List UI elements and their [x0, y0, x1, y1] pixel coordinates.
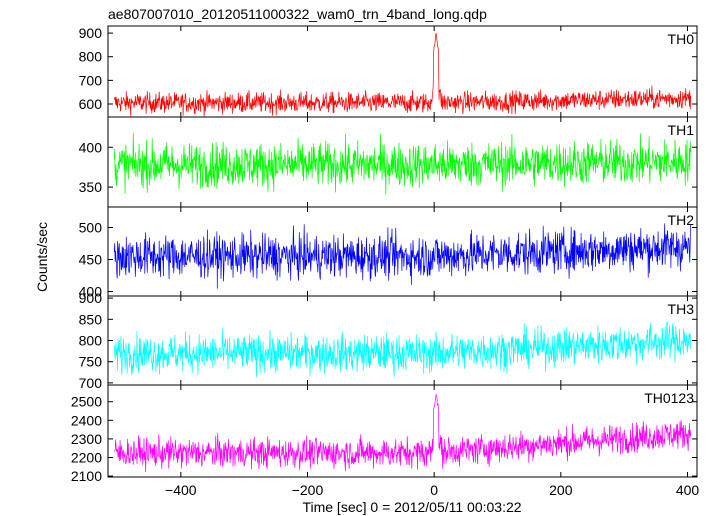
y-tick-label: 2300: [71, 431, 102, 447]
chart-title: ae807007010_20120511000322_wam0_trn_4ban…: [108, 6, 487, 22]
y-tick-label: 800: [79, 49, 103, 65]
y-tick-label: 2200: [71, 449, 102, 465]
y-tick-label: 600: [79, 96, 103, 112]
panel-frame: [107, 384, 698, 478]
y-tick-label: 2100: [71, 468, 102, 484]
y-tick-label: 800: [79, 333, 103, 349]
y-tick-label: 2500: [71, 394, 102, 410]
y-tick-label: 850: [79, 311, 103, 327]
y-axis-label: Counts/sec: [34, 222, 50, 292]
panel-label: TH3: [668, 301, 695, 317]
panel-frame: [107, 25, 698, 118]
y-tick-label: 700: [79, 375, 103, 391]
y-tick-label: 700: [79, 72, 103, 88]
x-tick-label: −400: [165, 482, 197, 498]
series-line-th1: [113, 132, 692, 195]
x-tick-label: −200: [292, 482, 324, 498]
panel-th3: 700 750 800 850 900 TH3: [79, 290, 698, 391]
x-tick-label: 0: [430, 482, 438, 498]
panel-label: TH0123: [644, 390, 694, 406]
panel-th2: 400 450 500 TH2: [79, 206, 698, 300]
y-tick-label: 900: [79, 290, 103, 306]
series-line-th0: [113, 32, 692, 117]
y-tick-label: 350: [79, 179, 103, 195]
x-tick-label: 400: [676, 482, 700, 498]
panel-label: TH2: [668, 212, 695, 228]
x-axis: −400 −200 0 200 400: [165, 482, 699, 498]
panel-th0: 600 700 800 900 TH0: [79, 25, 698, 118]
panel-label: TH0: [668, 31, 695, 47]
y-tick-label: 400: [79, 139, 103, 155]
panel-label: TH1: [668, 122, 695, 138]
x-axis-label: Time [sec] 0 = 2012/05/11 00:03:22: [302, 499, 521, 515]
series-line-th2: [113, 223, 692, 289]
panel-th0123: 2100 2200 2300 2400 2500 TH0123: [71, 384, 698, 484]
series-line-th0123: [114, 394, 692, 473]
series-line-th3: [113, 321, 692, 378]
y-tick-label: 2400: [71, 412, 102, 428]
y-tick-label: 450: [79, 252, 103, 268]
panel-th1: 350 400 TH1: [79, 116, 698, 208]
y-tick-label: 750: [79, 354, 103, 370]
x-tick-label: 200: [549, 482, 573, 498]
y-tick-label: 500: [79, 219, 103, 235]
y-tick-label: 400: [79, 284, 103, 300]
panel-frame: [107, 295, 698, 386]
y-tick-label: 900: [79, 25, 103, 41]
